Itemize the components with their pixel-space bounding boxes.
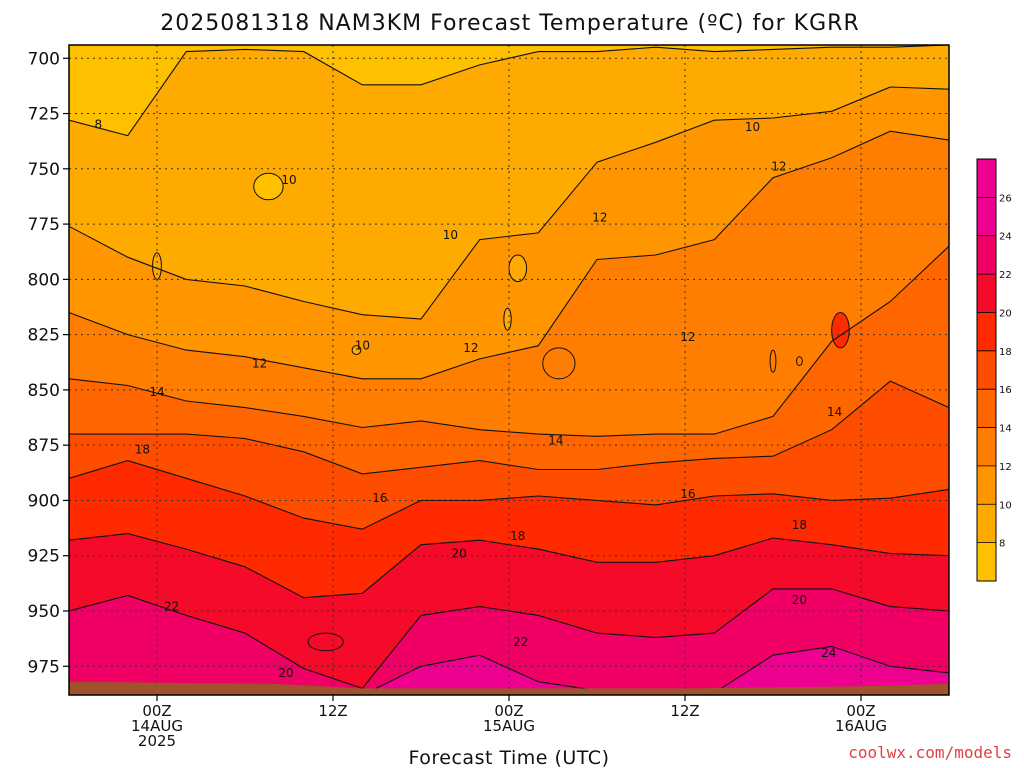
- contour-label-15: 18: [135, 443, 150, 457]
- colorbar: 8 10 12 14 16 18 20 22 24 26: [976, 158, 1012, 582]
- contour-label-3: 10: [355, 339, 370, 353]
- y-tick-label-975: 975: [28, 657, 60, 677]
- colorbar-segment-7: [977, 274, 996, 313]
- colorbar-label-10: 10: [999, 500, 1012, 511]
- contour-island-0: [253, 172, 284, 201]
- colorbar-label-24: 24: [999, 232, 1012, 243]
- y-tick-label-900: 900: [28, 491, 60, 511]
- contour-label-14: 16: [680, 487, 695, 501]
- colorbar-segment-5: [977, 350, 996, 390]
- credit-text: coolwx.com/models: [848, 743, 1012, 762]
- colorbar-label-18: 18: [999, 347, 1012, 358]
- colorbar-segment-9: [977, 197, 996, 237]
- contour-label-12: 14: [827, 405, 842, 419]
- x-axis-label: Forecast Time (UTC): [409, 747, 610, 768]
- contour-line-14: [69, 245, 949, 437]
- y-tick-label-925: 925: [28, 547, 60, 567]
- contour-island-2: [351, 345, 362, 356]
- x-tick-label-0-1: 14AUG: [131, 717, 183, 735]
- y-tick-label-850: 850: [28, 381, 60, 401]
- x-tick-label-24-0: 00Z: [494, 702, 523, 720]
- contour-island-9: [307, 632, 344, 652]
- colorbar-segment-10: [977, 159, 996, 198]
- contour-line-10: [69, 86, 949, 320]
- contour-line-18: [69, 460, 949, 530]
- contour-label-16: 18: [510, 529, 525, 543]
- x-tick-label-12-0: 12Z: [318, 702, 347, 720]
- y-tick-label-725: 725: [28, 105, 60, 125]
- colorbar-label-14: 14: [999, 424, 1012, 435]
- contour-label-13: 16: [372, 491, 387, 505]
- y-tick-label-700: 700: [28, 49, 60, 69]
- contour-label-23: 24: [821, 646, 836, 660]
- y-tick-label-800: 800: [28, 270, 60, 290]
- ground-fill: [69, 681, 949, 695]
- y-axis: 700 725 750 775 800 825 850 875 900 925 950 975: [28, 49, 69, 677]
- colorbar-label-20: 20: [999, 308, 1012, 319]
- colorbar-label-12: 12: [999, 462, 1012, 473]
- contour-label-10: 14: [149, 385, 164, 399]
- contour-label-1: 10: [281, 173, 296, 187]
- y-tick-label-950: 950: [28, 602, 60, 622]
- grid-lines: [69, 45, 949, 695]
- contour-label-17: 18: [792, 518, 807, 532]
- contour-label-0: 8: [95, 118, 103, 132]
- contour-island-4: [503, 307, 512, 331]
- contour-island-7: [795, 356, 803, 367]
- colorbar-segment-3: [977, 427, 996, 467]
- y-tick-label-825: 825: [28, 326, 60, 346]
- band-fill-8: [69, 588, 949, 695]
- colorbar-label-26: 26: [999, 193, 1012, 204]
- contour-label-9: 12: [771, 160, 786, 174]
- colorbar-frame: [976, 158, 997, 582]
- contour-label-4: 10: [745, 120, 760, 134]
- colorbar-segment-0: [977, 542, 996, 582]
- colorbar-label-16: 16: [999, 385, 1012, 396]
- contour-label-21: 22: [164, 600, 179, 614]
- x-tick-label-0-0: 00Z: [142, 702, 171, 720]
- contour-islands: [152, 172, 850, 652]
- contour-label-18: 20: [451, 547, 466, 561]
- contour-label-19: 20: [278, 666, 293, 680]
- x-tick-label-0-2: 2025: [138, 732, 176, 750]
- contour-label-20: 20: [792, 593, 807, 607]
- colorbar-segment-6: [977, 312, 996, 352]
- contour-label-2: 10: [443, 228, 458, 242]
- contour-label-22: 22: [513, 635, 528, 649]
- contour-label-8: 12: [680, 330, 695, 344]
- contour-label-5: 12: [252, 356, 267, 370]
- x-tick-label-48-1: 16AUG: [835, 717, 887, 735]
- contour-island-8: [831, 312, 850, 349]
- y-tick-label-775: 775: [28, 215, 60, 235]
- contour-island-3: [508, 254, 528, 283]
- colorbar-segment-2: [977, 465, 996, 505]
- contour-label-6: 12: [463, 341, 478, 355]
- contour-labels: 8 10 10 10 10 12 12 12 12 12 14 14 14 16 16 18 18 18 20 20 2…: [95, 118, 843, 680]
- contour-label-11: 14: [548, 434, 563, 448]
- ground-layer: [69, 681, 949, 695]
- contour-island-6: [769, 349, 777, 373]
- x-tick-label-36-0: 12Z: [670, 702, 699, 720]
- colorbar-segment-1: [977, 504, 996, 544]
- colorbar-label-8: 8: [999, 539, 1005, 550]
- contour-island-5: [542, 347, 576, 380]
- temperature-bands: [69, 45, 949, 695]
- chart-title: 2025081318 NAM3KM Forecast Temperature (…: [160, 11, 859, 36]
- x-tick-label-24-1: 15AUG: [483, 717, 535, 735]
- contour-label-7: 12: [592, 210, 607, 224]
- colorbar-segment-8: [977, 235, 996, 275]
- y-tick-label-875: 875: [28, 436, 60, 456]
- y-tick-label-750: 750: [28, 160, 60, 180]
- colorbar-label-22: 22: [999, 270, 1012, 281]
- colorbar-segment-4: [977, 389, 996, 429]
- x-tick-label-48-0: 00Z: [846, 702, 875, 720]
